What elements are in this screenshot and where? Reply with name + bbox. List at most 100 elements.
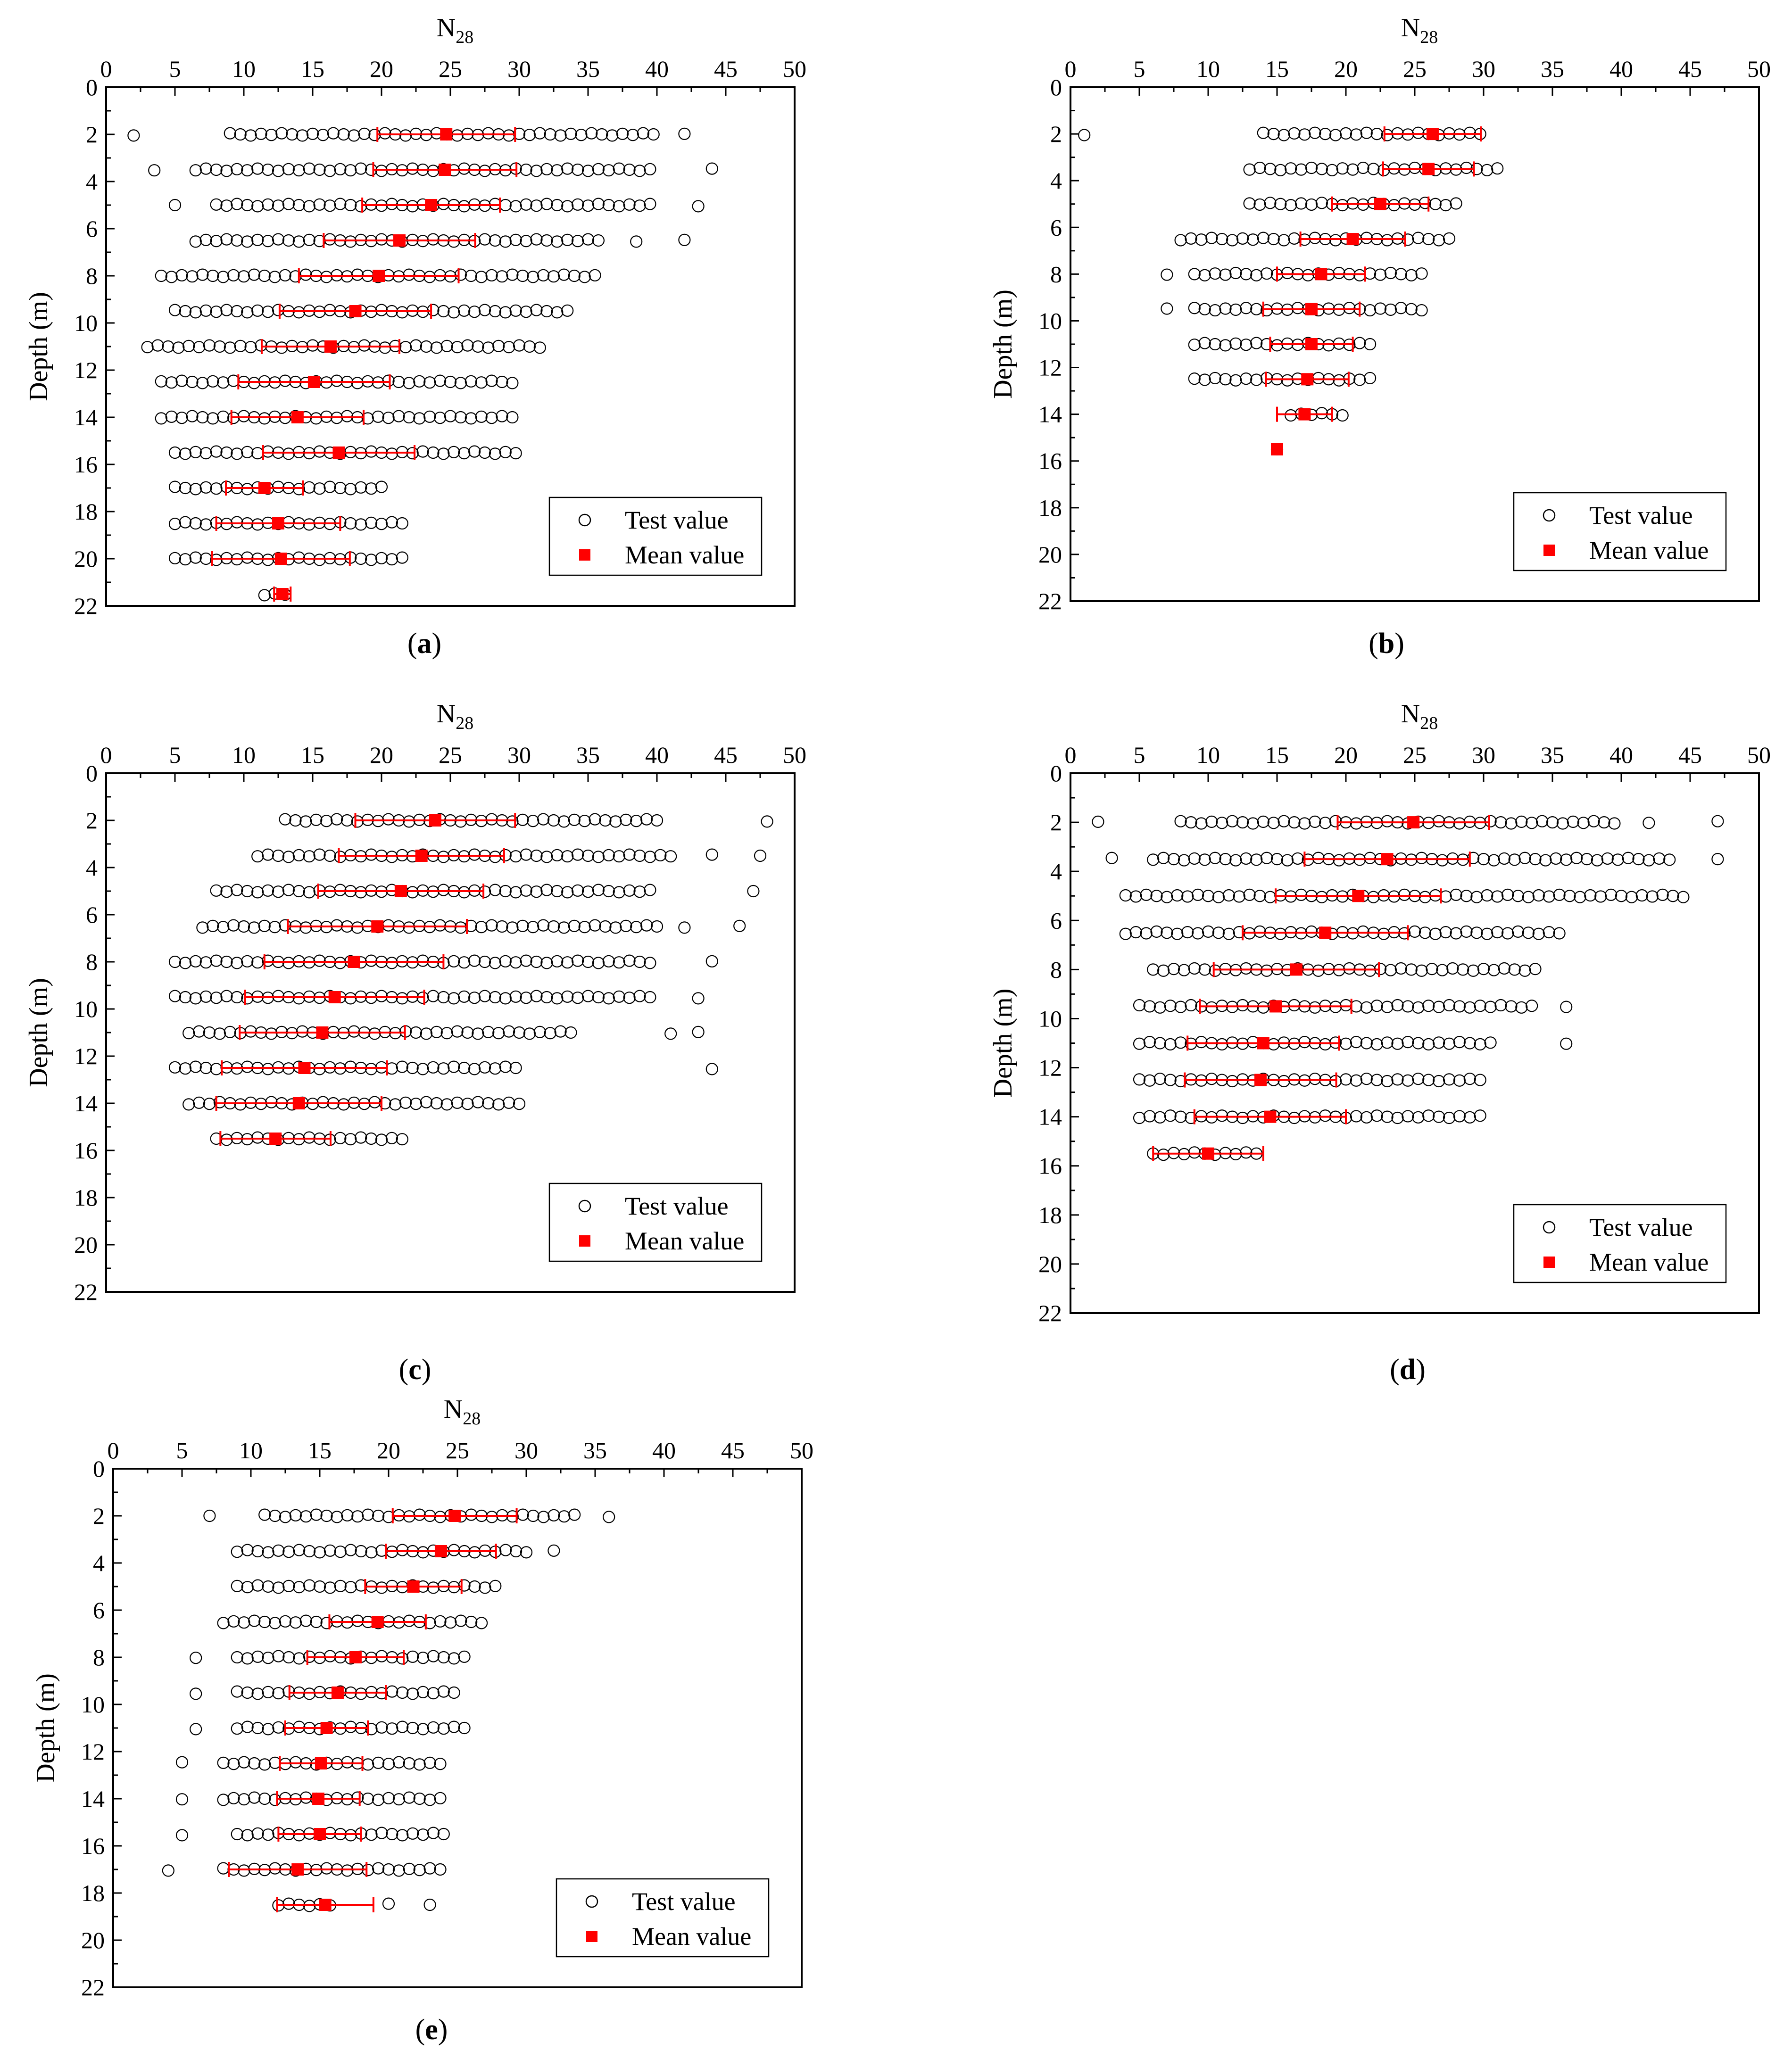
test-value-point [1487,854,1500,867]
test-value-point [207,412,219,425]
test-value-point [1443,1111,1456,1124]
test-value-point [602,849,615,861]
test-value-point [433,919,447,932]
test-value-point [210,198,223,211]
test-value-point [1161,926,1173,939]
test-value-point [1498,962,1510,975]
test-value-point [286,128,299,141]
test-value-point [1326,164,1338,176]
test-value-point [1153,1073,1166,1085]
test-value-point [344,1581,357,1594]
depth-row [168,480,388,496]
test-value-point [1185,232,1197,245]
test-value-point [1350,1110,1362,1123]
test-value-point [520,884,532,897]
test-value-point [1195,233,1208,246]
test-value-point [251,233,264,246]
x-tick-label: 5 [169,56,181,82]
test-value-point [1367,163,1380,175]
test-value-point [1433,815,1445,827]
test-value-point [1415,852,1428,864]
x-tick-label: 15 [1265,742,1289,768]
test-value-point [1243,888,1256,901]
test-value-point [231,305,243,318]
y-tick-label: 22 [1038,1300,1062,1326]
test-value-point [530,304,543,316]
test-value-point [479,1581,491,1594]
test-value-point [554,1025,567,1038]
test-value-point [310,1508,323,1521]
test-value-point [409,1026,423,1039]
test-value-point [1350,1036,1362,1049]
test-value-point [348,129,360,142]
test-value-point [1381,129,1394,141]
test-value-point [248,1791,261,1804]
test-value-point [241,446,254,458]
test-value-point [248,268,261,281]
test-value-point [420,1096,433,1108]
test-value-point [1502,888,1514,901]
test-value-point [1364,964,1377,977]
y-tick-label: 20 [81,1927,105,1953]
test-value-point [403,1757,415,1770]
test-value-point [199,1061,212,1075]
test-value-point [1460,161,1473,174]
test-value-point [258,589,271,602]
depth-row [1147,1146,1264,1161]
test-value-point [303,1545,316,1558]
test-value-point [599,814,612,827]
test-value-point [385,516,398,529]
test-value-point [1370,1038,1383,1050]
test-value-point [705,955,718,967]
test-value-point [630,921,643,934]
depth-row [1133,1109,1486,1124]
test-value-point [458,304,471,317]
test-value-point [509,1061,522,1075]
test-value-point [1419,891,1431,903]
y-tick-label: 10 [1038,307,1062,334]
test-value-point [1443,232,1456,245]
test-value-point [1381,1036,1394,1049]
test-value-point [1474,1000,1486,1012]
test-value-point [589,269,601,281]
test-value-point [533,127,546,140]
test-value-point [475,921,488,934]
test-value-point [644,884,656,896]
test-value-point [282,957,295,969]
test-value-point [189,517,202,530]
test-value-point [375,990,388,1002]
test-value-point [268,921,281,934]
test-value-point [1253,161,1266,174]
x-axis-title: N28 [444,1395,481,1429]
test-value-point [261,235,274,248]
test-value-point [272,233,285,246]
test-value-point [557,815,571,828]
y-tick-label: 12 [81,1738,105,1765]
test-value-point [1336,199,1349,212]
test-value-point [458,447,471,460]
test-value-point [496,270,508,283]
test-value-point [241,235,254,248]
test-value-point [640,813,653,826]
test-value-point [1470,926,1483,939]
test-value-point [196,921,209,934]
test-value-point [523,129,536,141]
test-value-point [175,374,188,387]
test-value-point [396,1060,408,1073]
test-value-point [1205,1073,1218,1085]
test-value-point [1391,999,1404,1012]
test-value-point [1267,232,1280,246]
test-value-point [183,1098,195,1111]
test-value-point [217,1617,230,1629]
test-value-point [282,163,295,175]
test-value-point [448,1652,460,1665]
test-value-point [1563,890,1576,902]
test-value-point [1288,816,1301,829]
test-value-point [293,1720,306,1733]
test-value-point [199,162,212,175]
test-value-point [355,518,367,531]
x-tick-label: 25 [1403,742,1427,768]
test-value-point [430,1025,443,1038]
test-value-point [1360,126,1373,139]
test-value-point [1202,890,1215,902]
